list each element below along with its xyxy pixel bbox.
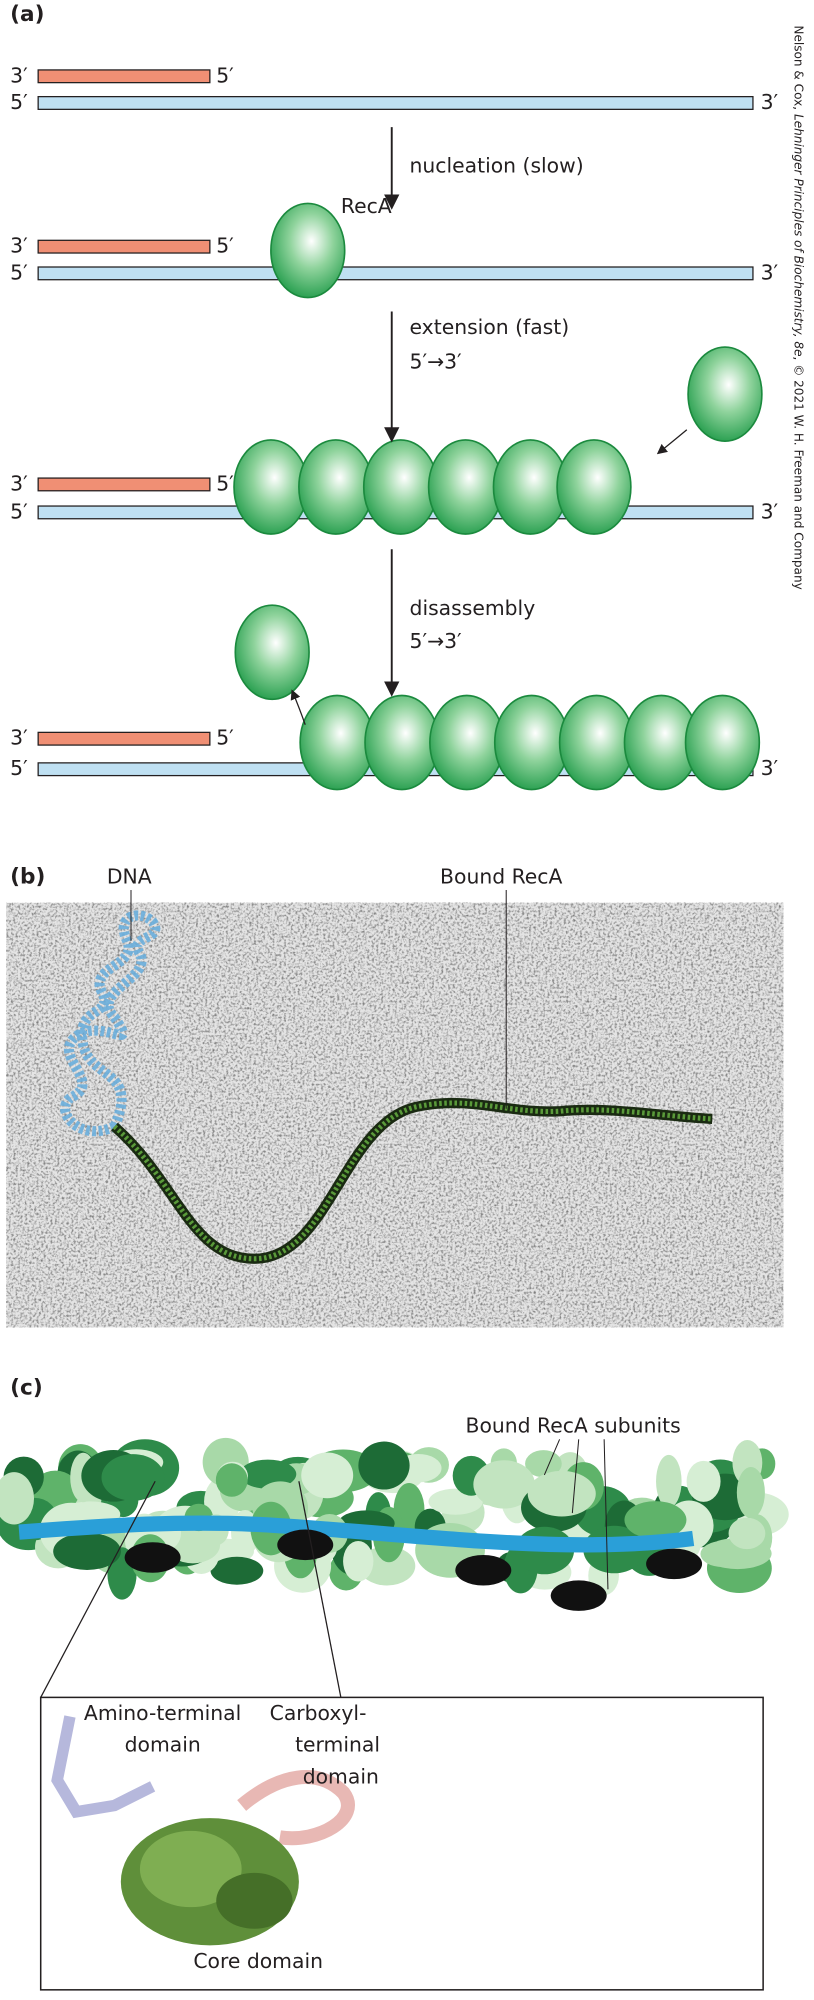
surface-shadow (277, 1529, 334, 1561)
bottom-strand (37, 95, 754, 110)
strand-end-label: 5′ (10, 499, 28, 523)
reca (364, 694, 440, 791)
top-strand (37, 239, 211, 254)
surface-blob (53, 1532, 121, 1570)
protein-surface (0, 1437, 789, 1611)
surface-blob (215, 1463, 248, 1497)
reca (270, 202, 346, 299)
leader-line (571, 1439, 580, 1514)
inset-label: domain (125, 1733, 201, 1757)
strand-end-label: 3′ (761, 499, 779, 523)
step-label: 5′→3′ (410, 629, 463, 653)
zoom-line (40, 1480, 156, 1698)
credit: Nelson & Cox, Lehninger Principles of Bi… (792, 25, 806, 589)
core-domain-detail (139, 1830, 242, 1908)
reca-proteins (233, 202, 763, 791)
surface-blob (343, 1540, 374, 1582)
surface-blob (101, 1454, 165, 1501)
reca (299, 694, 375, 791)
leader-line (543, 1439, 561, 1476)
carboxyl-domain (237, 1770, 355, 1846)
reca (558, 694, 635, 791)
credit-part: Lehninger Principles of Biochemistry, 8e (792, 114, 806, 357)
inset-label: Core domain (193, 1949, 323, 1973)
surface-blob (0, 1472, 35, 1525)
surface-blob (358, 1546, 416, 1586)
surface-blob (736, 1467, 765, 1518)
inset-label: Amino-terminal (84, 1701, 241, 1725)
reca (427, 439, 504, 535)
step-label: 5′→3′ (410, 349, 463, 373)
reca (492, 439, 569, 535)
dna-strand (60, 910, 161, 1137)
surface-blob (527, 1470, 596, 1517)
surface-blob (358, 1441, 410, 1490)
reca-label: Bound RecA (440, 864, 562, 888)
strand-end-label: 3′ (761, 260, 779, 284)
panel-label: (b) (10, 864, 45, 889)
surface-shadow (124, 1542, 181, 1573)
subunits-label: Bound RecA subunits (466, 1414, 681, 1438)
strand-end-label: 3′ (10, 726, 28, 750)
release-arrow (290, 689, 306, 725)
strand-end-label: 5′ (10, 756, 28, 780)
panel-label: (a) (10, 2, 44, 27)
bottom-strand (37, 266, 754, 281)
inset-label: domain (303, 1764, 379, 1788)
leader-line (603, 1439, 609, 1590)
strand-end-label: 5′ (10, 260, 28, 284)
inset-label: terminal (295, 1733, 380, 1757)
surface-blob (473, 1460, 535, 1509)
reca (234, 604, 310, 701)
reca (684, 694, 761, 791)
step-label: extension (fast) (410, 315, 570, 339)
bind-arrow (656, 429, 688, 455)
dna-label: DNA (107, 864, 152, 888)
reca (687, 346, 763, 443)
credit-part: Nelson & Cox, (792, 25, 806, 114)
top-strand (37, 477, 211, 492)
strand-end-label: 3′ (10, 471, 28, 495)
surface-blob (728, 1517, 766, 1550)
strand-end-label: 5′ (216, 234, 234, 258)
reca-label: RecA (341, 194, 392, 218)
surface-shadow (550, 1580, 607, 1611)
surface-blob (301, 1452, 354, 1499)
surface-blob (686, 1460, 721, 1502)
panel-label: (c) (10, 1375, 43, 1400)
top-strand (37, 731, 211, 746)
reca (298, 439, 374, 535)
step-label: disassembly (410, 596, 536, 620)
surface-shadow (646, 1548, 703, 1580)
strand-end-label: 5′ (10, 90, 28, 114)
top-strand (37, 69, 211, 84)
strand-end-label: 5′ (216, 471, 234, 495)
reca-filament-texture (112, 1100, 713, 1262)
surface-shadow (455, 1554, 512, 1586)
surface-blob (210, 1556, 264, 1585)
credit-part: , © 2021 W. H. Freeman and Company (792, 357, 806, 590)
step-label: nucleation (slow) (410, 154, 584, 178)
strand-end-label: 5′ (216, 63, 234, 87)
reca (362, 439, 439, 535)
inset-label: Carboxyl- (270, 1701, 367, 1725)
strand-end-label: 3′ (10, 63, 28, 87)
strand-rows: 3′ 5′5′ 3′3′ 5′5′ 3′3′ 5′5′ 3′3′ 5′5′ 3′ (10, 63, 778, 780)
reca (493, 694, 570, 791)
surface-blob (656, 1454, 682, 1508)
strand-end-label: 3′ (761, 756, 779, 780)
amino-domain (51, 1715, 156, 1819)
surface-blob (624, 1501, 687, 1539)
zoom-line (298, 1481, 342, 1698)
strand-end-label: 3′ (10, 234, 28, 258)
dna-helix (18, 1515, 695, 1553)
core-domain-detail (216, 1872, 293, 1929)
reca (429, 694, 505, 791)
reca (556, 439, 632, 535)
reca (233, 439, 309, 535)
strand-end-label: 5′ (216, 726, 234, 750)
strand-end-label: 3′ (761, 90, 779, 114)
